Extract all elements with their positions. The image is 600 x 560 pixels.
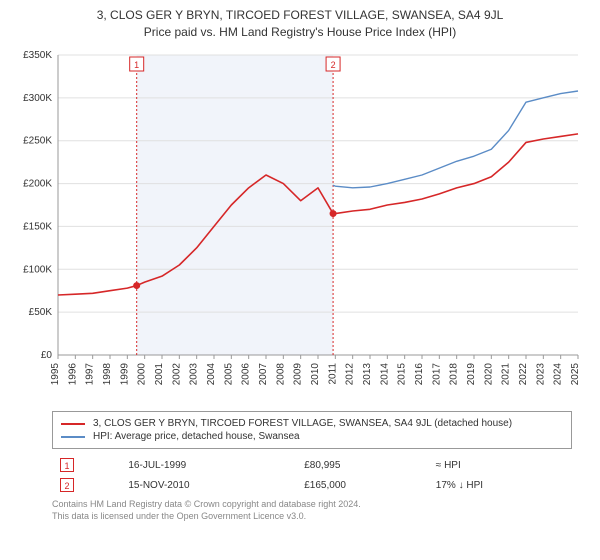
legend-swatch: [61, 423, 85, 425]
svg-text:2015: 2015: [397, 363, 408, 386]
legend-label: 3, CLOS GER Y BRYN, TIRCOED FOREST VILLA…: [93, 418, 512, 429]
svg-text:2000: 2000: [137, 363, 148, 386]
svg-text:2010: 2010: [310, 363, 321, 386]
svg-text:1995: 1995: [50, 363, 61, 386]
svg-text:2022: 2022: [518, 363, 529, 386]
chart-title-metric: Price paid vs. HM Land Registry's House …: [12, 25, 588, 39]
svg-text:£150K: £150K: [23, 221, 52, 232]
sale-price: £80,995: [296, 455, 428, 475]
svg-text:£350K: £350K: [23, 50, 52, 61]
svg-text:£250K: £250K: [23, 136, 52, 147]
svg-text:2002: 2002: [171, 363, 182, 386]
sale-marker: 2: [60, 478, 74, 492]
svg-text:1996: 1996: [67, 363, 78, 386]
svg-text:2019: 2019: [466, 363, 477, 386]
svg-text:2006: 2006: [241, 363, 252, 386]
legend-item: HPI: Average price, detached house, Swan…: [61, 431, 563, 442]
svg-text:1998: 1998: [102, 363, 113, 386]
svg-text:2017: 2017: [431, 363, 442, 386]
svg-text:2011: 2011: [327, 363, 338, 385]
svg-text:2024: 2024: [553, 363, 564, 386]
svg-text:2005: 2005: [223, 363, 234, 386]
legend-swatch: [61, 436, 85, 438]
svg-text:2023: 2023: [535, 363, 546, 386]
sale-date: 16-JUL-1999: [120, 455, 296, 475]
svg-text:2: 2: [331, 60, 336, 70]
svg-text:1999: 1999: [119, 363, 130, 386]
svg-text:2018: 2018: [449, 363, 460, 386]
svg-text:2007: 2007: [258, 363, 269, 386]
legend-item: 3, CLOS GER Y BRYN, TIRCOED FOREST VILLA…: [61, 418, 563, 429]
svg-text:2025: 2025: [570, 363, 581, 386]
svg-text:2012: 2012: [345, 363, 356, 386]
line-chart: £0 £50K £100K £150K £200K £250K £300K £350K 1995…: [12, 45, 588, 405]
svg-text:£0: £0: [41, 350, 53, 361]
svg-text:2001: 2001: [154, 363, 165, 386]
footnote-line-1: Contains HM Land Registry data © Crown c…: [52, 499, 588, 511]
svg-text:2020: 2020: [483, 363, 494, 386]
svg-text:2008: 2008: [275, 363, 286, 386]
table-row: 1 16-JUL-1999£80,995≈ HPI: [52, 455, 572, 475]
svg-text:2013: 2013: [362, 363, 373, 386]
svg-text:2009: 2009: [293, 363, 304, 386]
svg-text:£200K: £200K: [23, 179, 52, 190]
table-row: 2 15-NOV-2010£165,00017% ↓ HPI: [52, 475, 572, 495]
legend: 3, CLOS GER Y BRYN, TIRCOED FOREST VILLA…: [52, 411, 572, 449]
svg-text:1997: 1997: [85, 363, 96, 386]
svg-text:£50K: £50K: [29, 307, 53, 318]
chart-container: £0 £50K £100K £150K £200K £250K £300K £350K 1995…: [12, 45, 588, 405]
chart-title-address: 3, CLOS GER Y BRYN, TIRCOED FOREST VILLA…: [12, 8, 588, 22]
svg-text:2016: 2016: [414, 363, 425, 386]
sale-date: 15-NOV-2010: [120, 475, 296, 495]
sale-delta: 17% ↓ HPI: [428, 475, 572, 495]
svg-text:£100K: £100K: [23, 264, 52, 275]
svg-text:2003: 2003: [189, 363, 200, 386]
sale-price: £165,000: [296, 475, 428, 495]
svg-text:1: 1: [134, 60, 139, 70]
legend-label: HPI: Average price, detached house, Swan…: [93, 431, 300, 442]
svg-text:2021: 2021: [501, 363, 512, 386]
sale-marker: 1: [60, 458, 74, 472]
sale-delta: ≈ HPI: [428, 455, 572, 475]
svg-text:£300K: £300K: [23, 93, 52, 104]
footnote-line-2: This data is licensed under the Open Gov…: [52, 511, 588, 523]
sales-table: 1 16-JUL-1999£80,995≈ HPI 2 15-NOV-2010£165…: [52, 455, 572, 495]
footnote: Contains HM Land Registry data © Crown c…: [52, 499, 588, 522]
svg-text:2004: 2004: [206, 363, 217, 386]
svg-text:2014: 2014: [379, 363, 390, 386]
